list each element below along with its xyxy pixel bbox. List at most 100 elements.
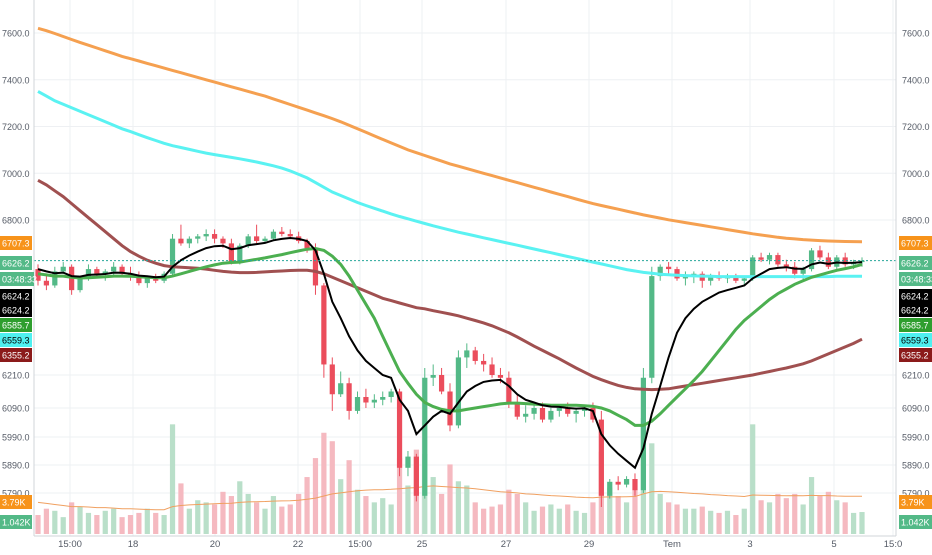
volume-bar	[287, 504, 293, 534]
candle-body	[750, 257, 756, 279]
y-tick-label-left: 7400.0	[2, 75, 30, 85]
x-tick-label: 25	[417, 539, 428, 550]
y-tick-label-right: 6090.0	[902, 404, 930, 414]
candle-body	[422, 377, 428, 496]
x-tick-label: 15:0	[884, 539, 903, 550]
volume-bar	[228, 496, 234, 534]
candle-body	[270, 231, 277, 239]
volume-bar	[270, 496, 277, 534]
candle-body	[581, 408, 588, 411]
candle-body	[556, 408, 562, 411]
volume-bar	[430, 477, 436, 534]
candle-body	[430, 375, 436, 378]
volume-bar	[169, 424, 176, 534]
price-badge-label: 6707.3	[2, 239, 30, 249]
volume-bar	[371, 502, 377, 534]
y-tick-label-left: 7000.0	[2, 169, 30, 179]
candle-body	[195, 236, 201, 239]
price-badge-right-label: 6355.2	[901, 351, 929, 361]
candle-body	[859, 260, 865, 263]
price-badge	[0, 236, 32, 250]
candle-body	[169, 238, 176, 274]
volume-bar	[682, 508, 689, 534]
y-tick-label-left: 6800.0	[2, 216, 30, 226]
y-tick-label-left: 5990.0	[2, 433, 30, 443]
price-badge-right	[899, 303, 932, 317]
y-tick-label-left: 5890.0	[2, 461, 30, 471]
volume-bar	[792, 493, 798, 534]
price-badge-right-label: 6626.2	[901, 259, 929, 269]
volume-bar	[539, 506, 546, 534]
candle-body	[825, 257, 831, 267]
volume-bar	[396, 458, 403, 534]
price-badge-label: 03:48:33	[2, 275, 37, 285]
grid	[34, 0, 896, 536]
indicator-lines	[34, 26, 896, 470]
candle-body	[338, 383, 344, 395]
price-badge-right-label: 6559.3	[901, 336, 929, 346]
price-badge-right-label: 1.042K	[901, 518, 930, 528]
candle-body	[632, 479, 638, 491]
candle-body	[464, 350, 470, 358]
candle-body	[573, 410, 579, 414]
volume-bar	[111, 508, 117, 534]
candle-body	[371, 399, 377, 403]
volume-bar	[581, 512, 588, 534]
y-tick-label-right: 7200.0	[902, 122, 930, 132]
volume-bar	[195, 500, 201, 534]
y-tick-label-right: 7600.0	[902, 29, 930, 39]
volume-bar	[144, 508, 150, 534]
volume-bar	[573, 510, 579, 534]
candle-body	[220, 238, 226, 244]
volume-bar	[354, 489, 361, 534]
volume-bar	[43, 508, 50, 534]
candle-body	[548, 410, 554, 420]
volume-bar	[85, 512, 92, 534]
volume-bar	[741, 508, 747, 534]
candle-body	[447, 391, 453, 426]
candle-body	[489, 364, 495, 375]
candle-body	[346, 383, 352, 411]
price-badge-label: 6624.2	[2, 292, 30, 302]
price-badge-right	[899, 495, 932, 509]
candle-body	[178, 238, 184, 244]
candle-body	[186, 238, 192, 244]
x-tick-label: 18	[128, 539, 139, 550]
volume-bar	[254, 502, 260, 534]
price-badge	[0, 515, 32, 529]
candle-body	[455, 357, 462, 426]
volume-bar	[363, 496, 369, 534]
volume-bar	[447, 464, 453, 534]
volume-bar	[657, 493, 663, 534]
price-badge-right-label: 6624.2	[901, 306, 929, 316]
volume-bar	[203, 502, 209, 534]
candle-body	[758, 257, 764, 260]
candle-body	[783, 264, 789, 267]
volume-bar	[346, 460, 352, 534]
ema-fast-line	[37, 236, 863, 470]
candle-body	[766, 255, 773, 260]
volume-bar	[77, 506, 83, 534]
volume-bar	[245, 493, 251, 534]
y-tick-label-left: 6090.0	[2, 404, 30, 414]
candle-body	[77, 278, 83, 291]
candle-body	[682, 276, 689, 279]
x-tick-label: Tem	[663, 539, 681, 550]
price-badge-label: 6626.2	[2, 259, 30, 269]
candle-body	[211, 234, 218, 239]
candle-body	[262, 238, 268, 242]
volume-bar	[304, 477, 310, 534]
candle-body	[60, 266, 66, 272]
price-badge	[0, 495, 32, 509]
price-badge-right	[899, 333, 932, 347]
y-tick-label-right: 7000.0	[902, 169, 930, 179]
x-tick-label: 15:00	[58, 539, 82, 550]
price-badge	[0, 348, 32, 362]
volume-bar	[296, 493, 302, 534]
volume-bar	[615, 496, 621, 534]
candle-body	[94, 269, 100, 274]
y-tick-label-right: 5790.0	[902, 489, 930, 499]
ema-slow-line	[37, 178, 863, 392]
